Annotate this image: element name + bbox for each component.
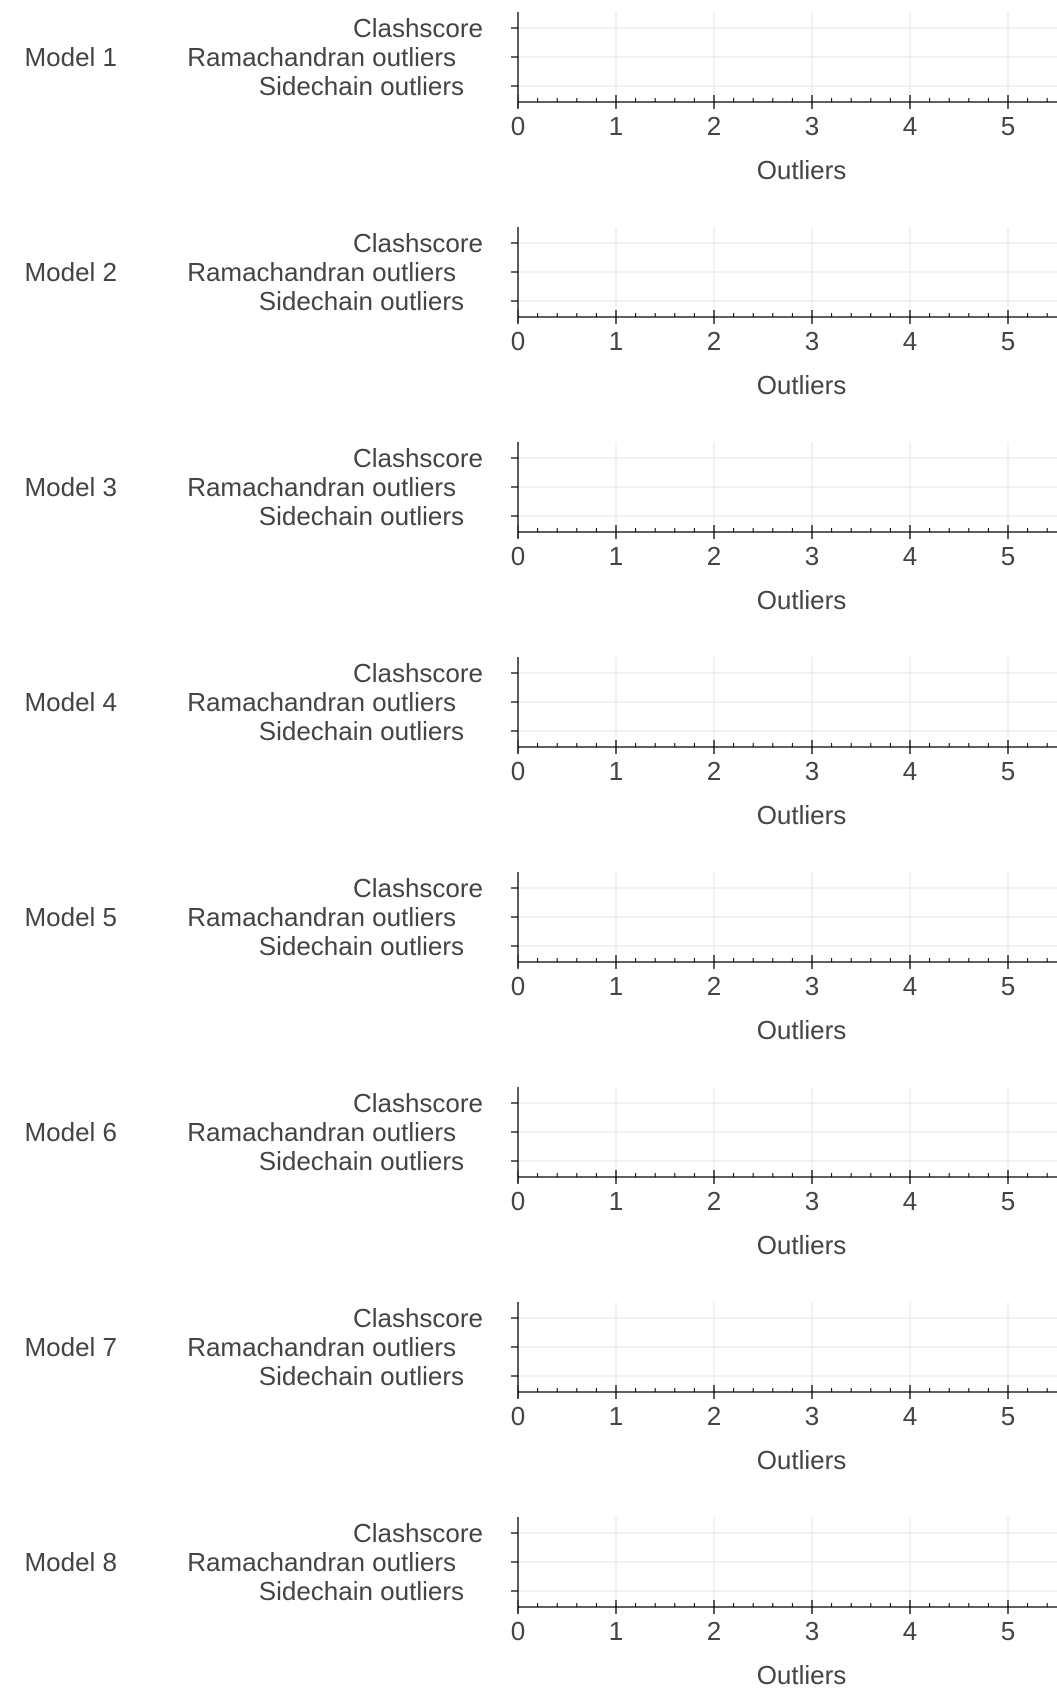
x-tick-label: 3 — [805, 541, 819, 571]
x-tick-label: 4 — [903, 1401, 917, 1431]
model-label: Model 5 — [25, 902, 118, 932]
category-label: Sidechain outliers — [259, 1146, 464, 1176]
x-tick-label: 3 — [805, 756, 819, 786]
x-tick-label: 0 — [511, 326, 525, 356]
model-label: Model 1 — [25, 42, 118, 72]
x-tick-label: 2 — [707, 541, 721, 571]
x-tick-label: 2 — [707, 1616, 721, 1646]
category-label: Clashscore — [353, 443, 483, 473]
x-tick-label: 5 — [1001, 1616, 1015, 1646]
category-label: Sidechain outliers — [259, 71, 464, 101]
x-axis-label: Outliers — [757, 155, 847, 185]
x-tick-label: 4 — [903, 1186, 917, 1216]
x-tick-label: 3 — [805, 1616, 819, 1646]
x-tick-label: 1 — [609, 541, 623, 571]
category-label: Ramachandran outliers — [187, 42, 456, 72]
x-tick-label: 2 — [707, 971, 721, 1001]
model-label: Model 3 — [25, 472, 118, 502]
category-label: Ramachandran outliers — [187, 687, 456, 717]
x-tick-label: 0 — [511, 1186, 525, 1216]
model-label: Model 4 — [25, 687, 118, 717]
category-label: Clashscore — [353, 873, 483, 903]
x-tick-label: 2 — [707, 1401, 721, 1431]
x-tick-label: 1 — [609, 111, 623, 141]
x-tick-label: 1 — [609, 756, 623, 786]
category-label: Sidechain outliers — [259, 1361, 464, 1391]
category-label: Ramachandran outliers — [187, 1332, 456, 1362]
x-tick-label: 1 — [609, 1616, 623, 1646]
x-tick-label: 2 — [707, 326, 721, 356]
x-tick-label: 5 — [1001, 756, 1015, 786]
model-label: Model 7 — [25, 1332, 118, 1362]
category-label: Sidechain outliers — [259, 1576, 464, 1606]
x-tick-label: 3 — [805, 326, 819, 356]
x-tick-label: 0 — [511, 541, 525, 571]
x-tick-label: 4 — [903, 326, 917, 356]
x-axis-label: Outliers — [757, 585, 847, 615]
category-label: Clashscore — [353, 1518, 483, 1548]
x-tick-label: 4 — [903, 971, 917, 1001]
x-tick-label: 3 — [805, 971, 819, 1001]
x-tick-label: 3 — [805, 1186, 819, 1216]
x-tick-label: 3 — [805, 111, 819, 141]
x-tick-label: 1 — [609, 1186, 623, 1216]
x-tick-label: 5 — [1001, 541, 1015, 571]
category-label: Ramachandran outliers — [187, 1547, 456, 1577]
x-tick-label: 4 — [903, 541, 917, 571]
x-tick-label: 4 — [903, 111, 917, 141]
x-axis-label: Outliers — [757, 800, 847, 830]
x-tick-label: 1 — [609, 971, 623, 1001]
x-tick-label: 3 — [805, 1401, 819, 1431]
category-label: Ramachandran outliers — [187, 902, 456, 932]
category-label: Ramachandran outliers — [187, 472, 456, 502]
x-tick-label: 5 — [1001, 1401, 1015, 1431]
x-tick-label: 5 — [1001, 971, 1015, 1001]
category-label: Sidechain outliers — [259, 716, 464, 746]
x-tick-label: 5 — [1001, 1186, 1015, 1216]
x-axis-label: Outliers — [757, 1660, 847, 1690]
x-axis-label: Outliers — [757, 1015, 847, 1045]
category-label: Sidechain outliers — [259, 501, 464, 531]
x-tick-label: 2 — [707, 1186, 721, 1216]
category-label: Clashscore — [353, 13, 483, 43]
x-tick-label: 1 — [609, 1401, 623, 1431]
x-tick-label: 5 — [1001, 111, 1015, 141]
x-axis-label: Outliers — [757, 1445, 847, 1475]
category-label: Sidechain outliers — [259, 931, 464, 961]
x-tick-label: 2 — [707, 756, 721, 786]
category-label: Clashscore — [353, 658, 483, 688]
x-tick-label: 1 — [609, 326, 623, 356]
category-label: Clashscore — [353, 1088, 483, 1118]
x-tick-label: 5 — [1001, 326, 1015, 356]
x-tick-label: 0 — [511, 1401, 525, 1431]
x-axis-label: Outliers — [757, 1230, 847, 1260]
x-axis-label: Outliers — [757, 370, 847, 400]
x-tick-label: 0 — [511, 111, 525, 141]
category-label: Clashscore — [353, 1303, 483, 1333]
category-label: Ramachandran outliers — [187, 1117, 456, 1147]
x-tick-label: 4 — [903, 756, 917, 786]
category-label: Clashscore — [353, 228, 483, 258]
x-tick-label: 0 — [511, 756, 525, 786]
category-label: Ramachandran outliers — [187, 257, 456, 287]
x-tick-label: 0 — [511, 1616, 525, 1646]
model-label: Model 2 — [25, 257, 118, 287]
model-label: Model 8 — [25, 1547, 118, 1577]
x-tick-label: 2 — [707, 111, 721, 141]
model-label: Model 6 — [25, 1117, 118, 1147]
x-tick-label: 0 — [511, 971, 525, 1001]
category-label: Sidechain outliers — [259, 286, 464, 316]
x-tick-label: 4 — [903, 1616, 917, 1646]
